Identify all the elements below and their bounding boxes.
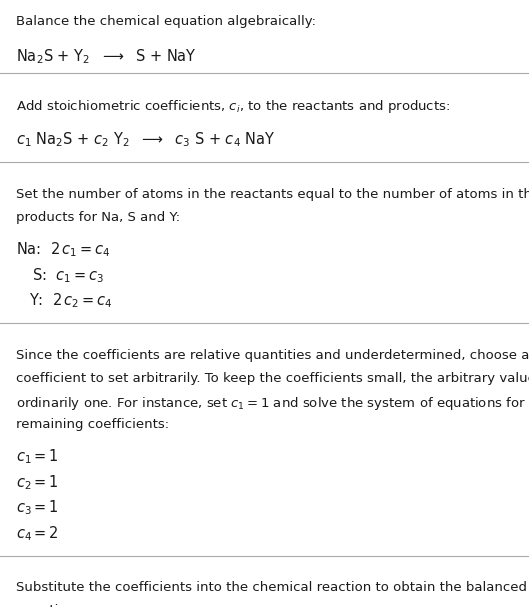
Text: Y:  $2\,c_2 = c_4$: Y: $2\,c_2 = c_4$ <box>29 291 113 310</box>
Text: Add stoichiometric coefficients, $c_i$, to the reactants and products:: Add stoichiometric coefficients, $c_i$, … <box>16 98 450 115</box>
Text: Substitute the coefficients into the chemical reaction to obtain the balanced: Substitute the coefficients into the che… <box>16 581 527 594</box>
Text: Na:  $2\,c_1 = c_4$: Na: $2\,c_1 = c_4$ <box>16 240 111 259</box>
Text: Set the number of atoms in the reactants equal to the number of atoms in the: Set the number of atoms in the reactants… <box>16 188 529 200</box>
Text: $c_4 = 2$: $c_4 = 2$ <box>16 524 59 543</box>
Text: equation:: equation: <box>16 604 79 607</box>
Text: $c_3 = 1$: $c_3 = 1$ <box>16 498 59 517</box>
Text: ordinarily one. For instance, set $c_1 = 1$ and solve the system of equations fo: ordinarily one. For instance, set $c_1 =… <box>16 395 529 412</box>
Text: Since the coefficients are relative quantities and underdetermined, choose a: Since the coefficients are relative quan… <box>16 348 529 362</box>
Text: $c_1 = 1$: $c_1 = 1$ <box>16 448 59 467</box>
Text: $c_2 = 1$: $c_2 = 1$ <box>16 473 59 492</box>
Text: products for Na, S and Y:: products for Na, S and Y: <box>16 211 180 223</box>
Text: $c_1$ Na$_2$S + $c_2$ Y$_2$  $\longrightarrow$  $c_3$ S + $c_4$ NaY: $c_1$ Na$_2$S + $c_2$ Y$_2$ $\longrighta… <box>16 131 275 149</box>
Text: coefficient to set arbitrarily. To keep the coefficients small, the arbitrary va: coefficient to set arbitrarily. To keep … <box>16 371 529 385</box>
Text: remaining coefficients:: remaining coefficients: <box>16 418 169 431</box>
Text: Na$_2$S + Y$_2$  $\longrightarrow$  S + NaY: Na$_2$S + Y$_2$ $\longrightarrow$ S + Na… <box>16 47 197 66</box>
Text: Balance the chemical equation algebraically:: Balance the chemical equation algebraica… <box>16 15 316 28</box>
Text: S:  $c_1 = c_3$: S: $c_1 = c_3$ <box>32 266 104 285</box>
